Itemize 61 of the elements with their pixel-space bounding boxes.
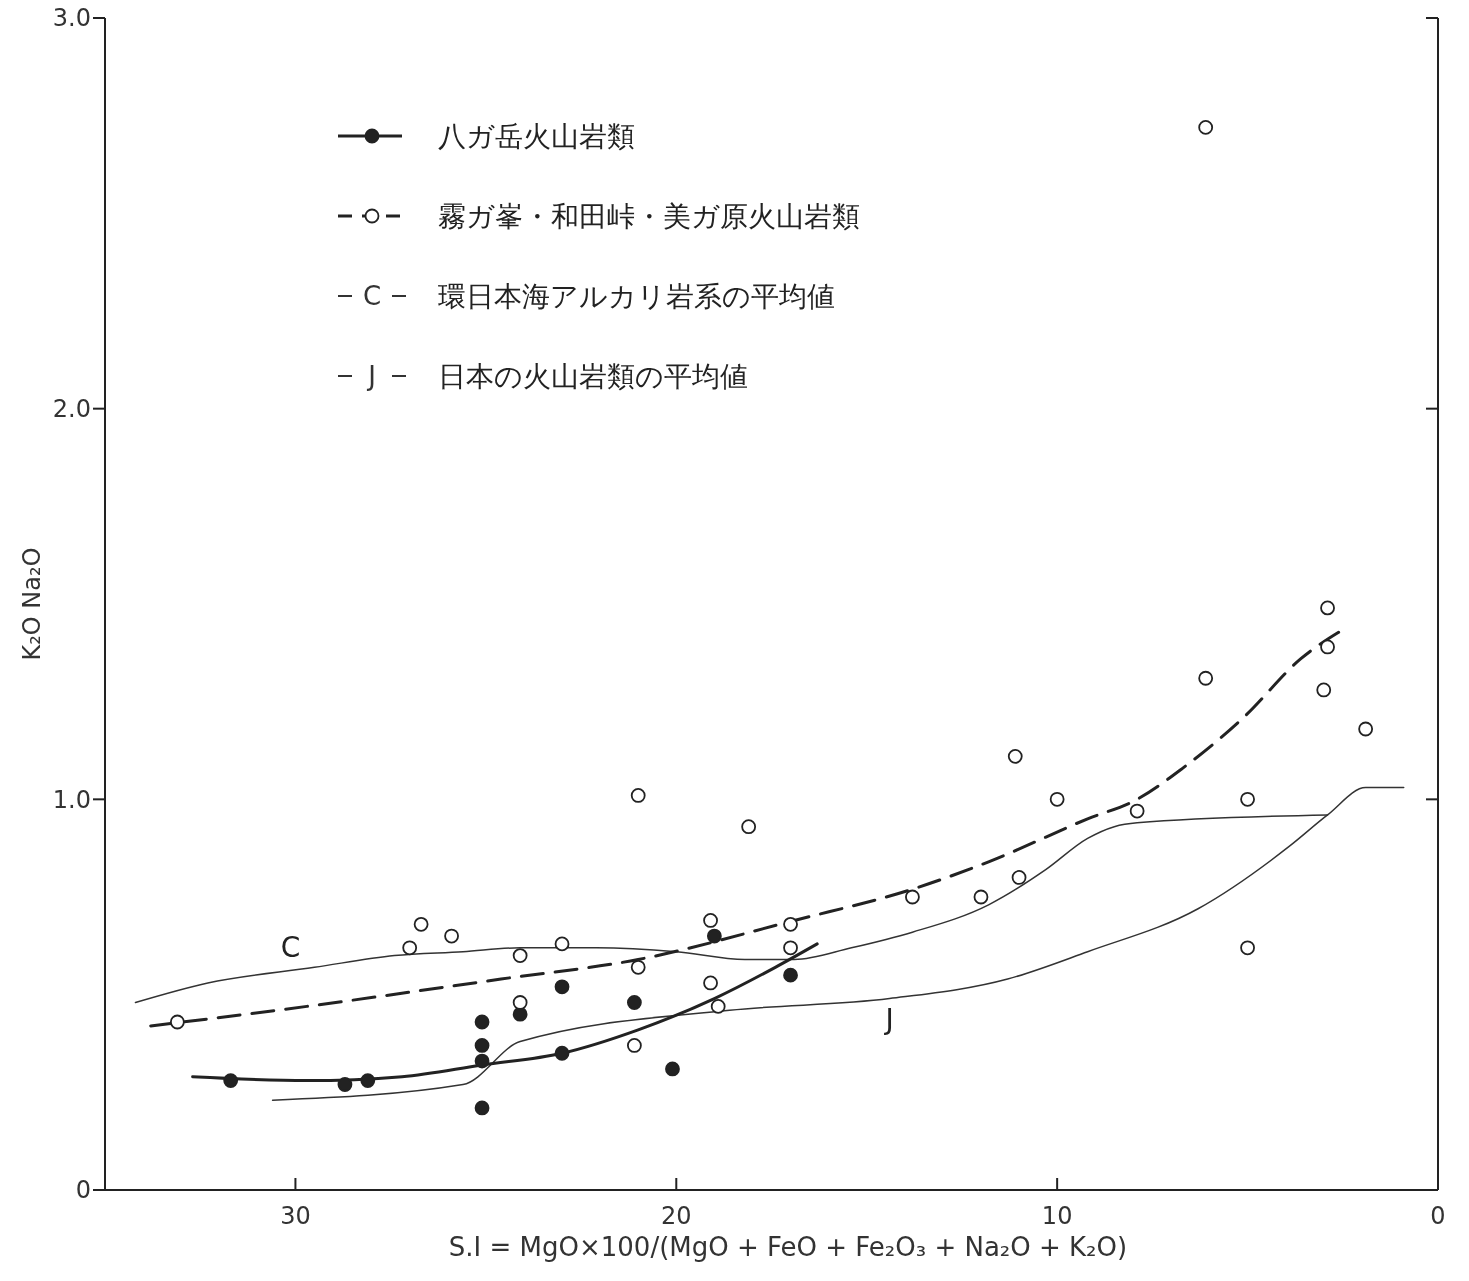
point (169, 1014, 185, 1030)
legend-label: 霧ガ峯・和田峠・美ガ原火山岩類 (438, 200, 860, 234)
point (1240, 940, 1255, 956)
point (630, 788, 646, 803)
x-tick-label: 20 (661, 1202, 692, 1230)
point (703, 913, 718, 928)
point (554, 1045, 570, 1061)
point (444, 928, 459, 944)
point (973, 889, 989, 905)
point (512, 995, 528, 1010)
point (1129, 803, 1145, 819)
point (1198, 119, 1214, 135)
point (1198, 670, 1214, 686)
point (665, 1061, 680, 1077)
point (1240, 791, 1255, 807)
point (512, 948, 528, 963)
annotation: J (883, 1002, 894, 1036)
point (783, 940, 798, 956)
point (360, 1073, 376, 1089)
point (1320, 639, 1335, 655)
point (1358, 721, 1374, 737)
point (783, 967, 798, 983)
point (1049, 791, 1065, 807)
point (626, 995, 642, 1010)
y-axis-title: K₂O Na₂O (18, 547, 46, 661)
point (626, 1038, 642, 1053)
point (741, 819, 757, 835)
point (474, 1100, 490, 1116)
legend-label: 八ガ岳火山岩類 (438, 120, 635, 154)
point (710, 998, 726, 1014)
y-tick-label: 0 (75, 1176, 91, 1205)
y-tick-label: 1.0 (52, 785, 91, 814)
legend-label: 日本の火山岩類の平均値 (438, 360, 748, 394)
point (1007, 748, 1023, 764)
point (554, 936, 570, 952)
x-axis-title: S.I = MgO×100/(MgO + FeO + Fe₂O₃ + Na₂O + K₂O) (448, 1232, 1128, 1262)
point (474, 1014, 490, 1030)
text: J (368, 361, 376, 392)
legend-label: 環日本海アルカリ岩系の平均値 (438, 280, 835, 314)
point (554, 979, 570, 995)
x-tick-label: 30 (280, 1202, 311, 1230)
point (706, 928, 722, 944)
point (474, 1053, 490, 1069)
point (1320, 600, 1335, 616)
point (413, 916, 429, 932)
point (905, 889, 920, 905)
text: C (362, 281, 382, 312)
point (703, 975, 718, 991)
point (630, 959, 646, 975)
y-tick-label: 2.0 (52, 395, 91, 424)
x-tick-label: 10 (1041, 1202, 1073, 1230)
y-tick-label: 3.0 (52, 4, 91, 33)
point (474, 1038, 490, 1053)
point (402, 940, 418, 956)
point (1011, 870, 1027, 885)
annotation: C (280, 931, 301, 965)
point (1316, 682, 1332, 698)
point (223, 1073, 239, 1089)
x-tick-label: 0 (1430, 1202, 1446, 1230)
point (337, 1077, 353, 1092)
point (783, 916, 798, 932)
